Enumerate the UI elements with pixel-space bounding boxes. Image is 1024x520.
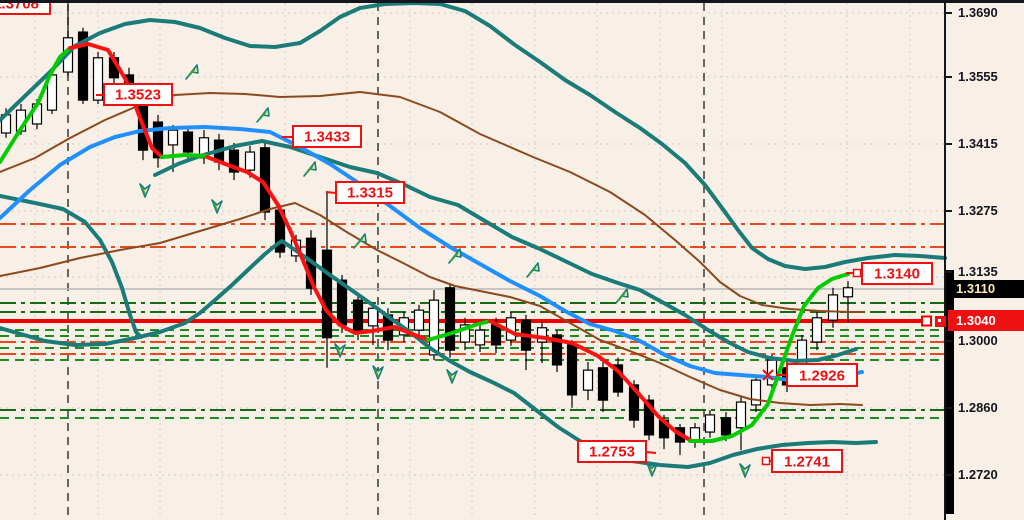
price-callout[interactable]: 1.3523 [96,83,173,106]
axis-tick-label: 1.3690 [958,5,998,20]
price-callout[interactable]: 1.3140 [846,262,933,285]
candle [689,423,701,448]
signal-arrow-up-icon [448,248,462,264]
candle [582,362,594,401]
level-tag-anchor[interactable] [935,316,946,327]
svg-text:1.3433: 1.3433 [304,129,350,146]
signal-arrow-up-icon [615,288,629,304]
candle [566,340,578,408]
callout-anchor-square [761,456,771,466]
price-callout[interactable]: 1.3315 [325,181,405,204]
svg-text:1.3140: 1.3140 [874,266,920,283]
candle [827,287,839,328]
axis-tick-label: 1.3000 [958,333,998,348]
candles-series [0,4,854,455]
svg-text:1.3315: 1.3315 [347,185,393,202]
indicator-overlays [0,1,947,469]
candle [367,302,379,345]
axis-tick-mark [946,143,952,145]
current-bid-tag: 1.3110 [948,280,1024,298]
candle [444,283,456,358]
band-lower-long-line [0,194,143,339]
signal-arrow-down-icon [334,343,346,358]
signal-ma-down-segment [488,319,692,442]
axis-tick-mark [946,407,952,409]
signal-ma-up-segment [688,272,850,443]
axis-tick-label: 1.3415 [958,136,998,151]
signal-ma-up-segment [0,46,72,164]
candle [152,114,164,168]
signal-arrow-down-icon [446,369,458,384]
price-callout[interactable]: 1.3708 [0,0,51,15]
candle [674,423,686,455]
price-callout[interactable]: 1.3433 [282,125,362,148]
axis-tick-mark [946,76,952,78]
candle [413,304,425,338]
svg-text:1.2753: 1.2753 [589,444,635,461]
axis-tick-mark [946,474,952,476]
axis-tick-mark [946,12,952,14]
svg-text:1.3523: 1.3523 [115,87,161,104]
candle [704,410,716,438]
axis-tick-label: 1.3555 [958,69,998,84]
signal-arrow-down-icon [646,462,658,477]
candle [92,52,104,104]
candle [520,314,532,371]
axis-tick-label: 1.3135 [958,264,998,279]
level-endpoint-handle [921,315,932,327]
level-price-tag: 1.3040 [948,310,1024,331]
candle [228,143,240,181]
svg-text:1.2741: 1.2741 [784,454,830,471]
axis-tick-mark [946,210,952,212]
candle [750,374,762,413]
signal-ma-down-segment [68,42,164,159]
signal-arrow-down-icon [372,365,384,380]
axis-tick-label: 1.3275 [958,203,998,218]
price-callout[interactable]: 1.2741 [761,449,843,473]
candle [551,330,563,373]
signal-arrow-down-icon [139,183,151,198]
candle [643,394,655,441]
signal-ma-up-segment [160,153,209,159]
candle [62,4,74,76]
candle [842,281,854,323]
signal-ma-up-segment [426,319,492,342]
candle [735,395,747,451]
axis-tick-label: 1.2860 [958,400,998,415]
candle [597,360,609,413]
chart-top-border [0,0,1024,3]
price-callout[interactable]: 1.2926 [762,363,858,387]
axis-tick-mark [946,271,952,273]
signal-arrows [139,64,751,478]
svg-text:1.3708: 1.3708 [0,0,39,13]
ma-brown-fast-line [0,91,863,313]
signal-arrow-up-icon [353,233,367,249]
signal-arrow-up-icon [526,262,540,278]
band-upper-short-line [153,139,858,363]
ma-brown-slow-line [0,202,863,406]
candle [536,322,548,363]
signal-arrow-up-icon [256,107,270,123]
axis-separator [944,0,946,520]
axis-tick-mark [946,340,952,342]
band-upper-outer-line [0,1,947,271]
callout-anchor-square [852,268,862,278]
signal-arrow-up-icon [303,161,317,177]
axis-tick-label: 1.2720 [958,467,998,482]
signal-arrow-up-icon [185,64,199,80]
price-callout[interactable]: 1.2753 [577,440,657,463]
signal-ma-down-segment [205,155,430,342]
signal-arrow-down-icon [739,463,751,478]
price-callouts: 1.3708 1.3523 1.3433 1.3315 1.3140 1.2926 1.27… [0,0,933,473]
candle [474,322,486,353]
candle [459,317,471,351]
red-horizontal-level[interactable] [0,315,932,327]
axis-highlight-bar [946,270,954,514]
svg-text:1.2926: 1.2926 [799,368,845,385]
candle [811,312,823,351]
signal-arrow-down-icon [211,199,223,214]
